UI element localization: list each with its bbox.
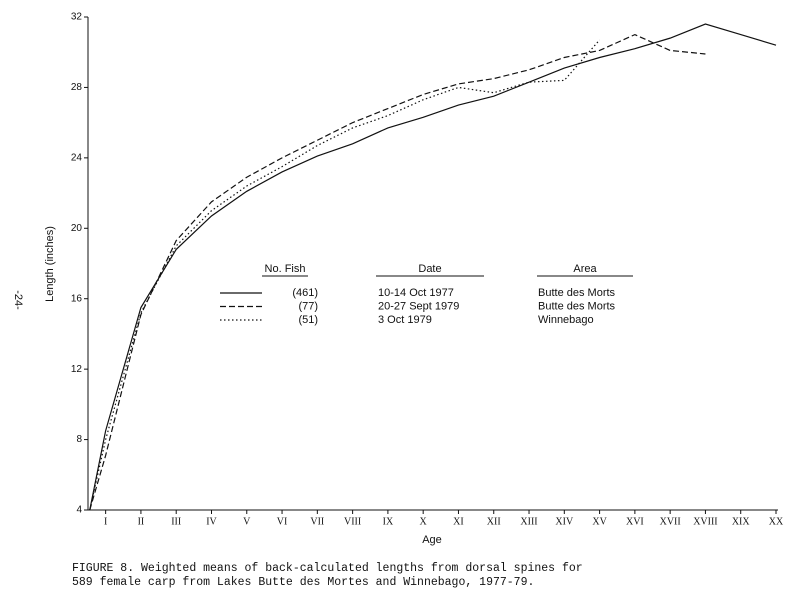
x-tick-label: X (420, 516, 428, 527)
x-tick-label: III (171, 516, 181, 527)
legend-label: (461) (292, 287, 318, 299)
y-tick-label: 32 (71, 12, 83, 23)
series-line (89, 33, 706, 511)
x-tick-label: I (104, 516, 107, 527)
x-tick-label: XX (769, 516, 784, 527)
x-tick-label: XI (453, 516, 464, 527)
caption: FIGURE 8. Weighted means of back-calcula… (72, 562, 583, 575)
legend-date: 20-27 Sept 1979 (378, 300, 459, 312)
legend-header: Area (573, 263, 597, 275)
legend-date: 10-14 Oct 1977 (378, 287, 454, 299)
series-line (89, 39, 601, 511)
legend-label: (51) (298, 314, 318, 326)
y-tick-label: 28 (71, 82, 83, 93)
y-tick-label: 4 (76, 505, 82, 516)
x-tick-label: XIII (520, 516, 537, 527)
y-tick-label: 8 (76, 434, 82, 445)
legend-date: 3 Oct 1979 (378, 314, 432, 326)
legend-area: Winnebago (538, 314, 594, 326)
x-tick-label: VI (277, 516, 288, 527)
x-tick-label: XV (592, 516, 607, 527)
x-axis-label: Age (422, 534, 442, 546)
series-line (89, 23, 777, 511)
page-number: -24- (12, 290, 24, 310)
x-tick-label: XVI (626, 516, 644, 527)
caption: 589 female carp from Lakes Butte des Mor… (72, 576, 534, 589)
x-tick-label: XVII (660, 516, 681, 527)
y-axis-label: Length (inches) (44, 226, 56, 302)
x-tick-label: V (243, 516, 251, 527)
x-tick-label: XIX (732, 516, 751, 527)
x-tick-label: II (138, 516, 145, 527)
x-tick-label: VII (310, 516, 324, 527)
legend-header: Date (418, 263, 441, 275)
x-tick-label: IX (383, 516, 394, 527)
legend-area: Butte des Morts (538, 287, 616, 299)
legend-area: Butte des Morts (538, 300, 616, 312)
x-tick-label: VIII (344, 516, 361, 527)
y-tick-label: 24 (71, 152, 83, 163)
y-tick-label: 16 (71, 293, 83, 304)
legend-header: No. Fish (265, 263, 306, 275)
y-tick-label: 20 (71, 223, 83, 234)
y-tick-label: 12 (71, 364, 83, 375)
x-tick-label: XIV (555, 516, 574, 527)
x-tick-label: XVIII (693, 516, 717, 527)
x-tick-label: IV (206, 516, 217, 527)
x-tick-label: XII (487, 516, 501, 527)
legend-label: (77) (298, 300, 318, 312)
